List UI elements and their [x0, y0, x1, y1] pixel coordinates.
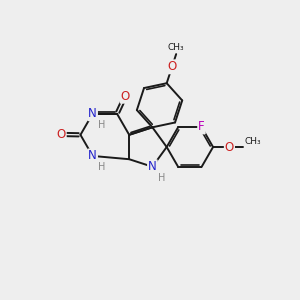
Text: O: O [56, 128, 66, 141]
Text: CH₃: CH₃ [168, 43, 184, 52]
Text: N: N [88, 149, 97, 162]
Text: F: F [198, 121, 205, 134]
Text: H: H [158, 173, 165, 183]
Text: O: O [225, 140, 234, 154]
Text: O: O [121, 90, 130, 103]
Text: CH₃: CH₃ [244, 136, 261, 146]
Text: N: N [148, 160, 157, 173]
Text: H: H [98, 162, 105, 172]
Text: N: N [88, 107, 97, 120]
Text: O: O [167, 60, 177, 73]
Text: H: H [98, 120, 105, 130]
